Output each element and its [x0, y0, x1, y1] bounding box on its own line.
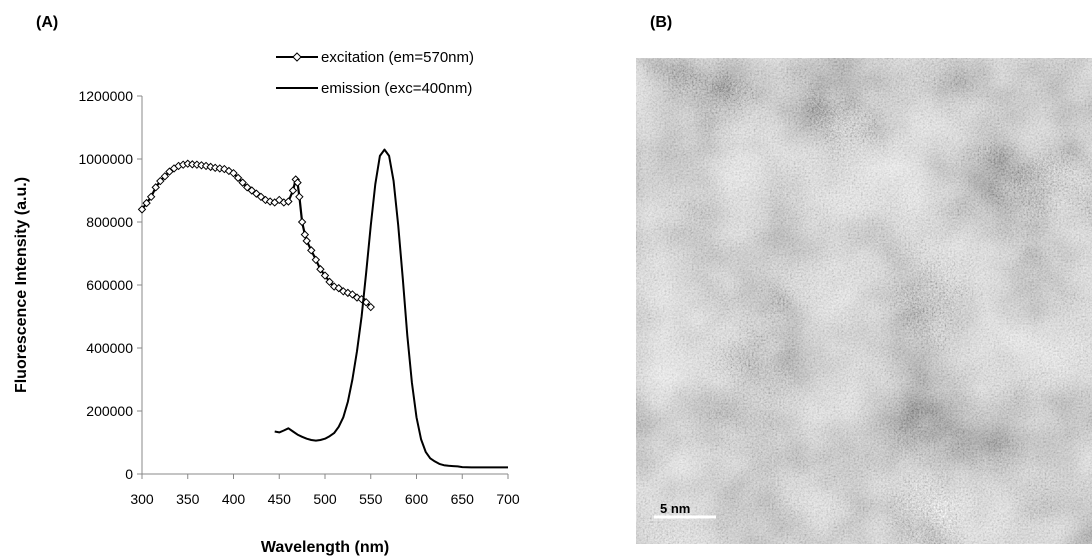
data-point [295, 192, 304, 202]
data-point [293, 178, 302, 187]
fluorescence-chart: 300 350 400 450 500 550 600 650 700 0 200000 40000… [13, 49, 520, 556]
series-1 [274, 148, 508, 469]
y-tick-label: 400000 [86, 340, 133, 356]
data-point [151, 183, 160, 192]
data-point [334, 283, 343, 293]
x-tick-label: 650 [451, 491, 475, 507]
legend-label: emission (exc=400nm) [321, 80, 472, 97]
data-point [252, 189, 261, 198]
data-point [156, 176, 165, 186]
x-tick-label: 500 [313, 491, 337, 507]
data-point [256, 192, 266, 202]
data-point [146, 192, 156, 202]
data-point [137, 205, 147, 214]
legend-marker [292, 52, 302, 62]
data-point [316, 265, 325, 274]
y-axis-label: Fluorescence Intensity (a.u.) [13, 177, 30, 393]
x-tick-label: 450 [268, 491, 292, 507]
data-point [229, 168, 238, 178]
data-point [243, 183, 252, 192]
data-point [165, 167, 174, 176]
data-point [348, 290, 357, 299]
series-0 [137, 159, 375, 312]
x-tick-label: 300 [130, 491, 154, 507]
data-point [247, 186, 257, 195]
panel-label-a: (A) [36, 14, 59, 31]
data-point [325, 277, 334, 287]
tem-micrograph: 5 nm [636, 58, 1092, 544]
y-ticks: 0 200000 400000 600000 800000 1000000 1200000 [78, 88, 142, 482]
x-tick-label: 400 [222, 491, 246, 507]
y-tick-label: 600000 [86, 277, 133, 293]
data-point [238, 178, 247, 187]
x-tick-label: 600 [405, 491, 429, 507]
data-point [284, 197, 293, 206]
tem-texture [636, 58, 1092, 544]
x-tick-label: 700 [496, 491, 520, 507]
data-point [311, 255, 321, 265]
legend-label: excitation (em=570nm) [321, 49, 474, 66]
data-point [288, 186, 298, 195]
data-point [366, 302, 375, 312]
chart-axes [141, 96, 508, 475]
y-tick-label: 0 [125, 466, 133, 482]
data-point [233, 173, 243, 183]
data-point [300, 230, 310, 239]
data-point [160, 172, 170, 181]
series-line [274, 148, 508, 469]
data-point [142, 198, 151, 208]
x-ticks: 300 350 400 450 500 550 600 650 700 [130, 474, 520, 507]
y-tick-label: 200000 [86, 403, 133, 419]
panel-label-b: (B) [650, 14, 673, 31]
data-point [320, 271, 330, 280]
y-tick-label: 800000 [86, 214, 133, 230]
x-axis-label: Wavelength (nm) [261, 539, 389, 556]
data-point [307, 246, 316, 255]
x-tick-label: 550 [359, 491, 383, 507]
x-tick-label: 350 [176, 491, 200, 507]
scale-bar-label: 5 nm [660, 501, 690, 516]
series-layer [137, 148, 508, 469]
data-point [297, 217, 307, 227]
y-tick-label: 1200000 [78, 88, 133, 104]
data-point [302, 236, 311, 246]
y-tick-label: 1000000 [78, 151, 133, 167]
chart-legend: excitation (em=570nm) emission (exc=400nm… [276, 49, 474, 97]
